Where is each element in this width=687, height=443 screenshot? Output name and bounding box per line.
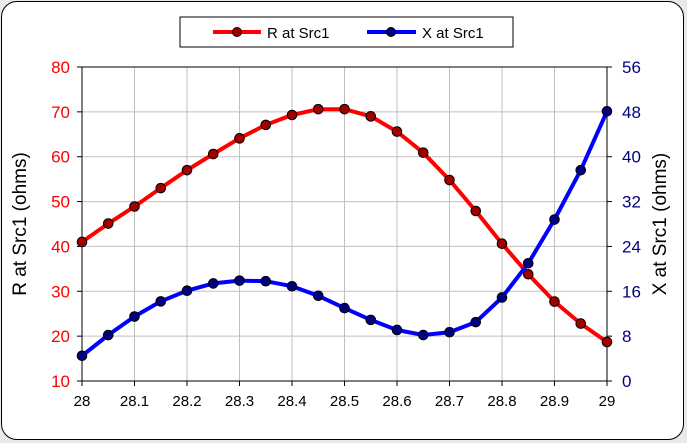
x-tick-label: 28.1 (120, 393, 149, 410)
data-point-x (365, 314, 377, 326)
data-point-x (102, 329, 114, 341)
y-right-tick-label: 40 (622, 148, 641, 167)
x-tick-label: 28.7 (435, 393, 464, 410)
x-tick-label: 28.2 (172, 393, 201, 410)
data-point-r (102, 218, 114, 229)
data-point-x (522, 257, 534, 269)
data-point-x (312, 290, 324, 302)
series-layer (76, 103, 613, 362)
data-point-r (496, 238, 508, 250)
data-point-x (575, 164, 587, 176)
legend-swatch-x-marker (386, 27, 396, 37)
x-tick-label: 28.4 (277, 393, 306, 410)
data-point-x (260, 275, 272, 287)
data-point-x (76, 350, 88, 362)
data-point-x (496, 292, 508, 303)
data-point-x (417, 329, 429, 341)
x-tick-label: 28.3 (225, 393, 254, 410)
data-point-x (339, 302, 350, 314)
data-point-r (522, 268, 534, 280)
data-point-r (339, 103, 350, 115)
x-tick-label: 28.6 (382, 393, 411, 410)
x-tick-label: 29 (599, 393, 616, 410)
data-point-r (76, 236, 88, 248)
data-point-x (286, 280, 298, 292)
axis-ticks: 28 28.1 28.2 28.3 28.4 28.5 28.6 28.7 28.8 28.9 29… (51, 58, 641, 410)
y-left-tick-label: 30 (51, 282, 70, 301)
legend: R at Src1 X at Src1 (179, 16, 514, 48)
x-tick-label: 28.8 (487, 393, 516, 410)
data-point-r (234, 133, 245, 144)
data-point-r (391, 126, 403, 137)
y-right-tick-label: 32 (622, 193, 641, 212)
legend-label-r: R at Src1 (267, 25, 330, 42)
data-point-x (601, 105, 613, 117)
data-point-r (312, 103, 324, 115)
data-point-x (181, 285, 193, 297)
y-right-tick-label: 48 (622, 103, 641, 122)
data-point-x (234, 275, 245, 286)
data-point-x (444, 326, 455, 338)
y-left-tick-label: 60 (51, 148, 70, 167)
data-point-r (470, 205, 482, 217)
x-tick-label: 28.5 (330, 393, 359, 410)
data-point-x (129, 311, 140, 322)
y-left-tick-label: 70 (51, 103, 70, 122)
y-left-tick-label: 40 (51, 237, 70, 256)
data-point-x (470, 316, 482, 328)
y-right-tick-label: 16 (622, 282, 641, 301)
data-point-r (155, 182, 167, 194)
data-point-r (207, 148, 219, 160)
data-point-x (207, 278, 219, 289)
y-right-tick-label: 8 (622, 327, 631, 346)
data-point-r (575, 318, 587, 329)
legend-label-x: X at Src1 (422, 25, 484, 42)
y-right-tick-label: 0 (622, 372, 631, 391)
x-tick-label: 28 (74, 393, 91, 410)
y-left-tick-label: 20 (51, 327, 70, 346)
data-point-r (601, 336, 613, 348)
data-point-r (129, 201, 140, 212)
y-right-tick-label: 56 (622, 58, 641, 77)
y-right-tick-label: 24 (622, 237, 641, 256)
data-point-x (549, 214, 560, 225)
data-point-r (181, 164, 193, 176)
data-point-x (391, 324, 403, 336)
y-left-tick-label: 50 (51, 193, 70, 212)
legend-swatch-r-marker (232, 27, 242, 37)
data-point-r (417, 147, 429, 158)
y-axis-left-label: R at Src1 (ohms) (10, 152, 31, 296)
data-point-r (365, 111, 377, 122)
x-tick-label: 28.9 (540, 393, 569, 410)
data-point-r (260, 119, 272, 131)
data-point-r (549, 296, 560, 307)
y-axis-right-label: X at Src1 (ohms) (650, 153, 671, 296)
data-point-x (155, 296, 167, 307)
data-point-r (286, 109, 298, 121)
y-left-tick-label: 80 (51, 58, 70, 77)
data-point-r (444, 174, 455, 186)
y-left-tick-label: 10 (51, 372, 70, 391)
